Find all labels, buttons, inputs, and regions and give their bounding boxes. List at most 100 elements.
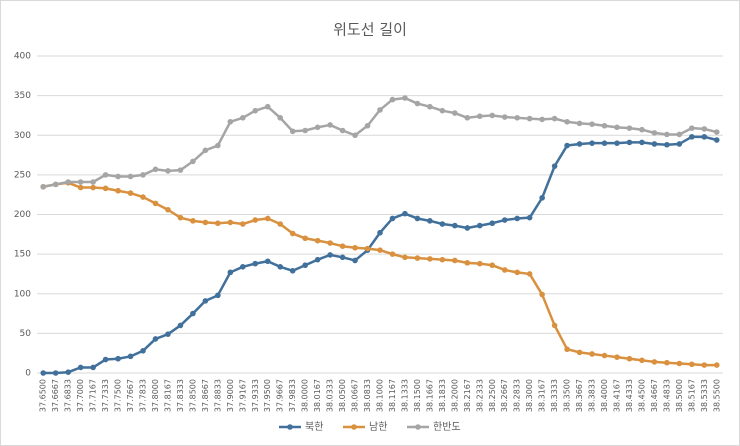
data-point: [190, 310, 196, 317]
data-point: [115, 173, 121, 180]
y-tick-label: 400: [14, 52, 31, 62]
data-point: [277, 115, 284, 121]
x-tick-label: 37.9333: [251, 379, 260, 412]
legend-marker: [351, 424, 357, 430]
data-point: [651, 130, 658, 136]
data-point: [202, 147, 209, 154]
legend-label: 남한: [369, 421, 387, 433]
x-tick-label: 38.0833: [363, 379, 372, 412]
data-point: [701, 134, 708, 140]
data-point: [302, 235, 308, 242]
data-point: [277, 264, 284, 270]
data-point: [127, 173, 134, 180]
x-tick-label: 37.8667: [201, 379, 210, 412]
data-point: [539, 291, 545, 298]
x-tick-label: 38.0167: [313, 379, 322, 412]
data-point: [564, 118, 570, 125]
x-tick-label: 37.7667: [126, 379, 135, 412]
x-tick-label: 37.7000: [76, 379, 85, 412]
x-tick-label: 38.3500: [563, 379, 572, 412]
data-point: [152, 200, 159, 207]
data-point: [452, 222, 458, 229]
x-tick-label: 37.7167: [89, 379, 98, 412]
data-point: [589, 140, 595, 146]
data-point: [501, 217, 508, 223]
data-point: [264, 215, 271, 222]
data-point: [626, 139, 633, 146]
data-point: [127, 190, 134, 196]
data-point: [115, 187, 121, 194]
data-point: [676, 131, 683, 138]
data-point: [177, 167, 184, 173]
data-point: [452, 110, 458, 116]
x-tick-label: 38.2167: [463, 379, 472, 412]
data-point: [165, 206, 171, 213]
x-tick-label: 38.0667: [351, 379, 360, 412]
data-point: [601, 122, 608, 129]
data-point: [489, 220, 496, 227]
y-tick-label: 50: [20, 329, 32, 339]
x-tick-label: 38.4500: [637, 379, 646, 412]
data-point: [252, 107, 259, 114]
data-point: [713, 129, 720, 135]
data-point: [215, 142, 221, 149]
data-point: [476, 113, 483, 120]
data-point: [427, 103, 433, 110]
data-point: [202, 298, 209, 304]
x-tick-label: 38.3667: [575, 379, 584, 412]
data-point: [576, 141, 583, 147]
data-point: [689, 125, 695, 131]
x-tick-label: 38.5333: [700, 379, 709, 412]
data-point: [65, 369, 71, 376]
data-point: [626, 125, 633, 131]
data-point: [77, 364, 84, 371]
data-point: [713, 362, 720, 368]
data-point: [514, 215, 520, 222]
data-point: [165, 168, 171, 174]
x-tick-label: 38.1000: [376, 379, 385, 412]
legend-marker: [415, 424, 421, 430]
data-point: [90, 364, 96, 371]
data-point: [439, 221, 446, 227]
x-tick-label: 38.3000: [525, 379, 534, 412]
data-point: [414, 215, 421, 222]
x-tick-label: 38.4167: [612, 379, 621, 412]
data-point: [526, 214, 533, 221]
x-tick-label: 38.1833: [438, 379, 447, 412]
data-point: [576, 349, 583, 356]
x-tick-label: 37.6833: [64, 379, 73, 412]
data-point: [52, 181, 59, 188]
x-tick-label: 38.4333: [625, 379, 634, 412]
data-point: [190, 218, 196, 224]
data-point: [414, 255, 421, 261]
data-point: [501, 267, 508, 273]
data-point: [102, 185, 109, 192]
data-point: [215, 220, 221, 227]
data-point: [364, 245, 371, 252]
data-point: [240, 264, 246, 270]
data-point: [90, 179, 96, 185]
x-tick-label: 38.0500: [338, 379, 347, 412]
data-point: [327, 252, 333, 258]
data-point: [464, 260, 471, 266]
data-point: [464, 115, 471, 121]
data-point: [614, 354, 620, 360]
data-point: [177, 214, 184, 221]
data-point: [240, 221, 246, 227]
data-point: [526, 115, 533, 122]
data-point: [389, 96, 396, 103]
data-point: [289, 230, 296, 237]
data-point: [651, 359, 658, 365]
data-point: [177, 322, 184, 329]
data-point: [564, 346, 570, 353]
data-point: [476, 260, 483, 267]
legend-label: 한반도: [433, 421, 461, 433]
x-tick-label: 38.2000: [450, 379, 459, 412]
x-tick-label: 37.9500: [263, 379, 272, 412]
x-tick-label: 38.1333: [400, 379, 409, 412]
data-point: [102, 356, 109, 363]
x-tick-label: 37.8833: [213, 379, 222, 412]
data-point: [339, 254, 346, 261]
data-point: [427, 218, 433, 224]
